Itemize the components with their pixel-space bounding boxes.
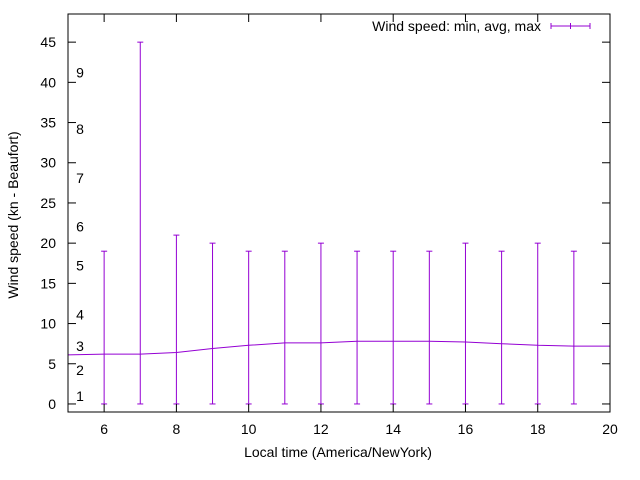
legend-label: Wind speed: min, avg, max [372, 18, 541, 34]
beaufort-label: 4 [76, 307, 84, 323]
y-tick-label: 45 [40, 34, 56, 50]
plot-border [67, 13, 611, 413]
beaufort-label: 3 [76, 338, 84, 354]
x-tick-label: 10 [241, 421, 257, 437]
y-tick-label: 35 [40, 115, 56, 131]
legend: Wind speed: min, avg, max [372, 18, 591, 34]
y-tick-label: 30 [40, 155, 56, 171]
x-tick-label: 14 [385, 421, 401, 437]
x-tick-label: 6 [100, 421, 108, 437]
y-tick-label: 25 [40, 195, 56, 211]
x-axis-label: Local time (America/NewYork) [244, 444, 432, 460]
y-tick-label: 5 [48, 356, 56, 372]
beaufort-label: 8 [76, 121, 84, 137]
x-tick-label: 16 [458, 421, 474, 437]
avg-line [67, 340, 610, 356]
beaufort-label: 1 [76, 388, 84, 404]
x-tick-label: 12 [313, 421, 329, 437]
x-tick-label: 8 [173, 421, 181, 437]
beaufort-label: 6 [76, 218, 84, 234]
avg-line-group [67, 340, 610, 356]
beaufort-label: 9 [76, 65, 84, 81]
y-tick-label: 0 [48, 396, 56, 412]
y-tick-label: 15 [40, 275, 56, 291]
x-tick-label: 20 [602, 421, 618, 437]
beaufort-scale-group: 1 2 3 4 5 6 7 8 9 [76, 65, 84, 404]
y-axis-label: Wind speed (kn - Beaufort) [5, 131, 21, 298]
error-bars-group [101, 41, 577, 405]
y-tick-label: 40 [40, 74, 56, 90]
beaufort-label: 2 [76, 362, 84, 378]
x-tick-label: 18 [530, 421, 546, 437]
y-tick-label: 10 [40, 316, 56, 332]
beaufort-label: 5 [76, 258, 84, 274]
y-tick-label: 20 [40, 235, 56, 251]
beaufort-label: 7 [76, 170, 84, 186]
